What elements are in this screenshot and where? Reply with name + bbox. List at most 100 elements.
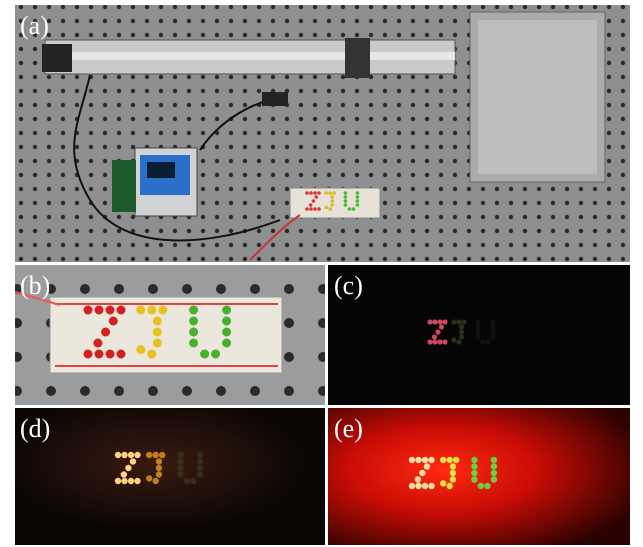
led [409, 457, 415, 463]
led [459, 324, 464, 329]
led [437, 319, 442, 324]
led [475, 329, 480, 334]
led [451, 319, 456, 324]
led [190, 478, 196, 484]
led [84, 350, 93, 359]
led [415, 483, 421, 489]
led [427, 319, 432, 324]
led [211, 350, 220, 359]
led [317, 207, 321, 211]
led [309, 207, 313, 211]
led [447, 483, 453, 489]
panel-e: (e) [328, 408, 630, 545]
led [305, 207, 309, 211]
led [459, 334, 464, 339]
led [106, 350, 115, 359]
led [344, 195, 348, 199]
led [442, 319, 447, 324]
led [156, 458, 162, 464]
led [415, 476, 421, 482]
led [156, 465, 162, 471]
panel-label: (a) [20, 11, 49, 40]
led [158, 306, 167, 315]
led [177, 471, 183, 477]
led [490, 329, 495, 334]
led [159, 452, 165, 458]
led [125, 465, 131, 471]
panel-label: (b) [20, 271, 50, 300]
led [484, 483, 490, 489]
led [456, 319, 461, 324]
led [153, 452, 159, 458]
led [117, 350, 126, 359]
led [153, 328, 162, 337]
led [222, 306, 231, 315]
led [471, 470, 477, 476]
led [128, 452, 134, 458]
led [437, 339, 442, 344]
led [330, 203, 334, 207]
panel-label: (e) [334, 414, 363, 443]
led [312, 199, 316, 203]
led [453, 457, 459, 463]
led [427, 339, 432, 344]
led [356, 203, 360, 207]
led [222, 328, 231, 337]
led [435, 329, 440, 334]
panel-label: (c) [334, 271, 363, 300]
led [330, 195, 334, 199]
led [352, 207, 356, 211]
led [121, 478, 127, 484]
led [197, 458, 203, 464]
led [95, 350, 104, 359]
led [440, 480, 446, 486]
led [156, 471, 162, 477]
led [490, 324, 495, 329]
led [356, 195, 360, 199]
led [490, 319, 495, 324]
led [121, 452, 127, 458]
led [348, 207, 352, 211]
led [450, 463, 456, 469]
figure: (a) (b) (c) (d) (e) [0, 0, 643, 547]
led [471, 457, 477, 463]
led [456, 339, 461, 344]
led [189, 306, 198, 315]
panel-b: (b) [15, 265, 325, 405]
led [177, 465, 183, 471]
led [491, 463, 497, 469]
led [344, 203, 348, 207]
panel-d: (d) [15, 408, 325, 545]
led [146, 452, 152, 458]
led [130, 458, 136, 464]
led [189, 328, 198, 337]
led [106, 306, 115, 315]
led [491, 457, 497, 463]
led [305, 191, 309, 195]
led [136, 345, 145, 354]
led [101, 328, 110, 337]
led [356, 199, 360, 203]
led [146, 475, 152, 481]
led [222, 339, 231, 348]
led [309, 191, 313, 195]
led [475, 334, 480, 339]
led [197, 465, 203, 471]
led [189, 339, 198, 348]
led [128, 478, 134, 484]
led [153, 478, 159, 484]
led [197, 452, 203, 458]
led [324, 191, 328, 195]
led [95, 306, 104, 315]
led [317, 191, 321, 195]
panel-a: (a) [15, 5, 630, 262]
led [115, 452, 121, 458]
led [432, 319, 437, 324]
led [432, 339, 437, 344]
led [115, 478, 121, 484]
led [409, 483, 415, 489]
led [491, 476, 497, 482]
led [222, 317, 231, 326]
led [332, 191, 336, 195]
panel-c: (c) [328, 265, 630, 405]
